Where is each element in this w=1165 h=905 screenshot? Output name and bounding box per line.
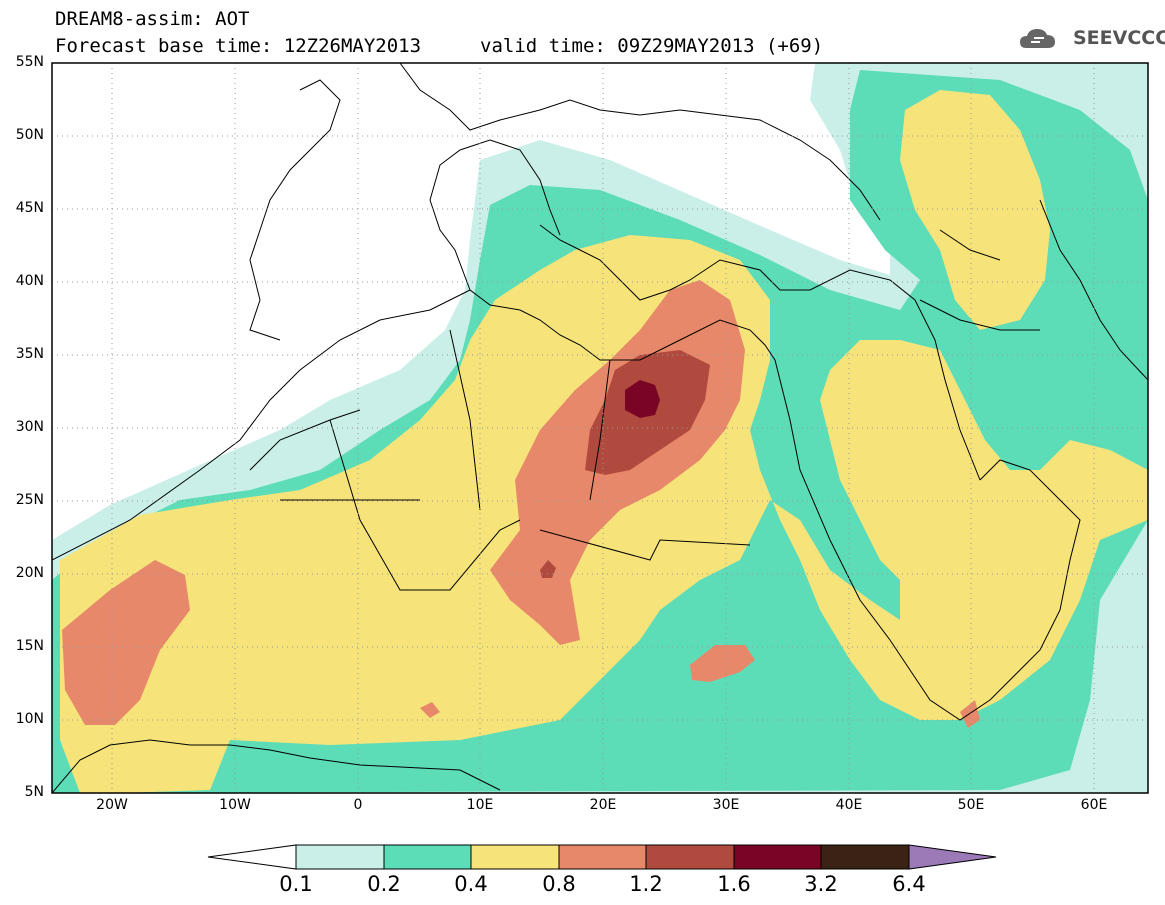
aot-contour-0.8-somalia [960, 700, 980, 728]
valid-time: valid time: 09Z29MAY2013 (+69) [480, 35, 824, 57]
lat-label: 10N [15, 711, 44, 727]
aot-shading [52, 63, 1148, 793]
lon-label: 10W [219, 797, 251, 813]
lon-label: 50E [957, 797, 985, 813]
aot-contour-1.6 [625, 380, 660, 418]
colorbar-swatch [470, 844, 560, 870]
colorbar-label: 0.4 [454, 872, 488, 896]
forecast-base-time: Forecast base time: 12Z26MAY2013 [55, 35, 422, 57]
colorbar-swatch [733, 844, 822, 870]
aot-contour-0.8-sudan [690, 645, 755, 682]
map-title: DREAM8-assim: AOT [55, 8, 250, 30]
lon-label: 60E [1080, 797, 1108, 813]
lat-label: 45N [15, 200, 44, 216]
colorbar-min-arrow [207, 844, 297, 870]
colorbar-label: 6.4 [892, 872, 926, 896]
gridlines [52, 63, 1148, 793]
colorbar-label: 0.8 [542, 872, 576, 896]
colorbar-label: 0.1 [279, 872, 313, 896]
colorbar-label: 1.6 [717, 872, 751, 896]
lat-label: 20N [15, 565, 44, 581]
lat-label: 5N [24, 784, 44, 800]
lon-label: 40E [835, 797, 863, 813]
lat-label: 55N [15, 54, 44, 70]
colorbar-label: 3.2 [804, 872, 838, 896]
map-frame [51, 62, 1149, 794]
colorbar-swatch [295, 844, 385, 870]
lat-label: 40N [15, 273, 44, 289]
aot-contour-0.8-west [62, 560, 190, 725]
lon-label: 20W [96, 797, 128, 813]
lon-label: 0 [353, 797, 363, 813]
logo-text: SEEVCCC [1073, 27, 1165, 49]
colorbar-swatch [645, 844, 735, 870]
aot-contour-0.4-north [900, 90, 1050, 330]
colorbar-swatch [383, 844, 472, 870]
coastlines [52, 63, 1148, 793]
colorbar-label: 0.2 [367, 872, 401, 896]
cloud-icon [1020, 29, 1055, 48]
colorbar [207, 844, 997, 870]
lat-label: 25N [15, 492, 44, 508]
lat-label: 35N [15, 346, 44, 362]
aot-contour-0.8-nigeria [420, 702, 440, 718]
lon-label: 30E [712, 797, 740, 813]
colorbar-max-arrow [908, 844, 997, 870]
lon-label: 10E [466, 797, 494, 813]
lat-label: 50N [15, 127, 44, 143]
lat-label: 15N [15, 638, 44, 654]
lat-label: 30N [15, 419, 44, 435]
colorbar-swatch [820, 844, 910, 870]
colorbar-label: 1.2 [629, 872, 663, 896]
lon-label: 20E [589, 797, 617, 813]
colorbar-swatch [558, 844, 647, 870]
